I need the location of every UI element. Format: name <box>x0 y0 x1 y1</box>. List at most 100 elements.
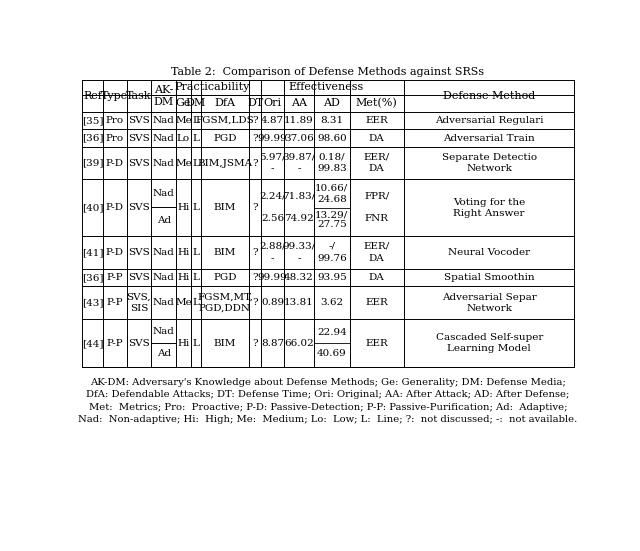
Text: DA: DA <box>369 273 385 282</box>
Text: EER/: EER/ <box>364 241 390 251</box>
Text: Pro: Pro <box>106 116 124 125</box>
Text: Table 2:  Comparison of Defense Methods against SRSs: Table 2: Comparison of Defense Methods a… <box>172 67 484 77</box>
Text: AD: AD <box>323 98 340 108</box>
Text: Ori: Ori <box>264 98 282 108</box>
Text: L: L <box>193 339 199 348</box>
Text: 2.88/: 2.88/ <box>259 241 286 251</box>
Text: BIM,JSMA: BIM,JSMA <box>197 159 253 168</box>
Text: 99.83: 99.83 <box>317 164 347 174</box>
Text: ?: ? <box>252 339 258 348</box>
Text: Spatial Smoothin: Spatial Smoothin <box>444 273 534 282</box>
Text: Met(%): Met(%) <box>356 98 397 108</box>
Text: L: L <box>193 203 199 212</box>
Text: EER/: EER/ <box>364 152 390 161</box>
Text: 99.99: 99.99 <box>258 133 287 143</box>
Text: Defense Method: Defense Method <box>443 91 535 101</box>
Text: 48.32: 48.32 <box>284 273 314 282</box>
Text: Nad: Nad <box>153 133 175 143</box>
Text: 4.87: 4.87 <box>261 116 284 125</box>
Text: BIM: BIM <box>214 203 236 212</box>
Text: Ad: Ad <box>157 216 171 225</box>
Text: PGD: PGD <box>213 133 237 143</box>
Text: L: L <box>193 299 199 307</box>
Text: [41]: [41] <box>82 248 104 257</box>
Text: Neural Vocoder: Neural Vocoder <box>448 248 531 257</box>
Text: Lo: Lo <box>177 133 190 143</box>
Text: DT: DT <box>247 98 263 108</box>
Text: [35]: [35] <box>82 116 104 125</box>
Text: Me: Me <box>175 116 192 125</box>
Text: 3.62: 3.62 <box>320 299 344 307</box>
Text: 39.87/: 39.87/ <box>282 152 316 161</box>
Text: 40.69: 40.69 <box>317 349 347 358</box>
Text: Nad: Nad <box>153 248 175 257</box>
Text: [43]: [43] <box>82 299 104 307</box>
Text: Nad: Nad <box>153 189 175 198</box>
Text: P-D: P-D <box>106 203 124 212</box>
Text: BIM: BIM <box>214 339 236 348</box>
Text: AA: AA <box>291 98 307 108</box>
Text: L: L <box>193 133 199 143</box>
Text: FGSM,LDS: FGSM,LDS <box>196 116 254 125</box>
Text: ?: ? <box>252 133 258 143</box>
Text: Task: Task <box>126 91 152 101</box>
Text: Cascaded Self-super
Learning Model: Cascaded Self-super Learning Model <box>435 333 543 353</box>
Text: Nad: Nad <box>153 116 175 125</box>
Text: 22.94: 22.94 <box>317 328 347 337</box>
Text: EER: EER <box>365 299 388 307</box>
Text: Nad: Nad <box>153 273 175 282</box>
Text: Separate Detectio
Network: Separate Detectio Network <box>442 153 537 173</box>
Text: FGSM,MT,
PGD,DDN: FGSM,MT, PGD,DDN <box>197 293 253 313</box>
Text: 11.89: 11.89 <box>284 116 314 125</box>
Text: FPR/: FPR/ <box>364 192 390 201</box>
Text: BIM: BIM <box>214 248 236 257</box>
Text: SVS: SVS <box>128 273 150 282</box>
Text: P-D: P-D <box>106 248 124 257</box>
Text: 13.81: 13.81 <box>284 299 314 307</box>
Text: Hi: Hi <box>177 203 189 212</box>
Text: ?: ? <box>252 248 258 257</box>
Text: DA: DA <box>369 254 385 263</box>
Text: 24.68: 24.68 <box>317 195 347 204</box>
Text: 8.31: 8.31 <box>320 116 344 125</box>
Text: Hi: Hi <box>177 339 189 348</box>
Text: 2.24/: 2.24/ <box>259 192 286 201</box>
Text: 74.92: 74.92 <box>284 214 314 223</box>
Text: AK-DM: Adversary's Knowledge about Defense Methods; Ge: Generality; DM: Defense : AK-DM: Adversary's Knowledge about Defen… <box>90 378 566 387</box>
Text: SVS: SVS <box>128 159 150 168</box>
Text: 0.89: 0.89 <box>261 299 284 307</box>
Text: Nad: Nad <box>153 159 175 168</box>
Text: DM: DM <box>186 98 206 108</box>
Text: [40]: [40] <box>82 203 104 212</box>
Text: Me: Me <box>175 299 192 307</box>
Text: 37.06: 37.06 <box>284 133 314 143</box>
Text: 5.97/: 5.97/ <box>259 152 286 161</box>
Text: L: L <box>193 116 199 125</box>
Text: EER: EER <box>365 116 388 125</box>
Text: Me: Me <box>175 159 192 168</box>
Text: Ge: Ge <box>176 98 191 108</box>
Text: Adversarial Separ
Network: Adversarial Separ Network <box>442 293 536 313</box>
Text: Hi: Hi <box>177 248 189 257</box>
Text: 93.95: 93.95 <box>317 273 347 282</box>
Text: L: L <box>193 159 199 168</box>
Text: 99.76: 99.76 <box>317 254 347 263</box>
Text: [36]: [36] <box>82 273 104 282</box>
Text: L: L <box>193 273 199 282</box>
Text: DA: DA <box>369 133 385 143</box>
Text: Type: Type <box>101 91 129 101</box>
Text: [39]: [39] <box>82 159 104 168</box>
Text: ?: ? <box>252 203 258 212</box>
Text: 0.18/: 0.18/ <box>319 152 345 161</box>
Text: Practicability: Practicability <box>175 82 250 93</box>
Text: 10.66/: 10.66/ <box>316 183 349 192</box>
Text: 13.29/: 13.29/ <box>316 210 349 219</box>
Text: -/: -/ <box>328 241 335 251</box>
Text: Adversarial Regulari: Adversarial Regulari <box>435 116 543 125</box>
Text: DfA: DfA <box>214 98 236 108</box>
Text: -: - <box>297 254 301 263</box>
Text: 8.87: 8.87 <box>261 339 284 348</box>
Text: DfA: Defendable Attacks; DT: Defense Time; Ori: Original; AA: After Attack; AD: : DfA: Defendable Attacks; DT: Defense Tim… <box>86 391 570 399</box>
Text: -: - <box>271 164 275 174</box>
Text: -: - <box>297 164 301 174</box>
